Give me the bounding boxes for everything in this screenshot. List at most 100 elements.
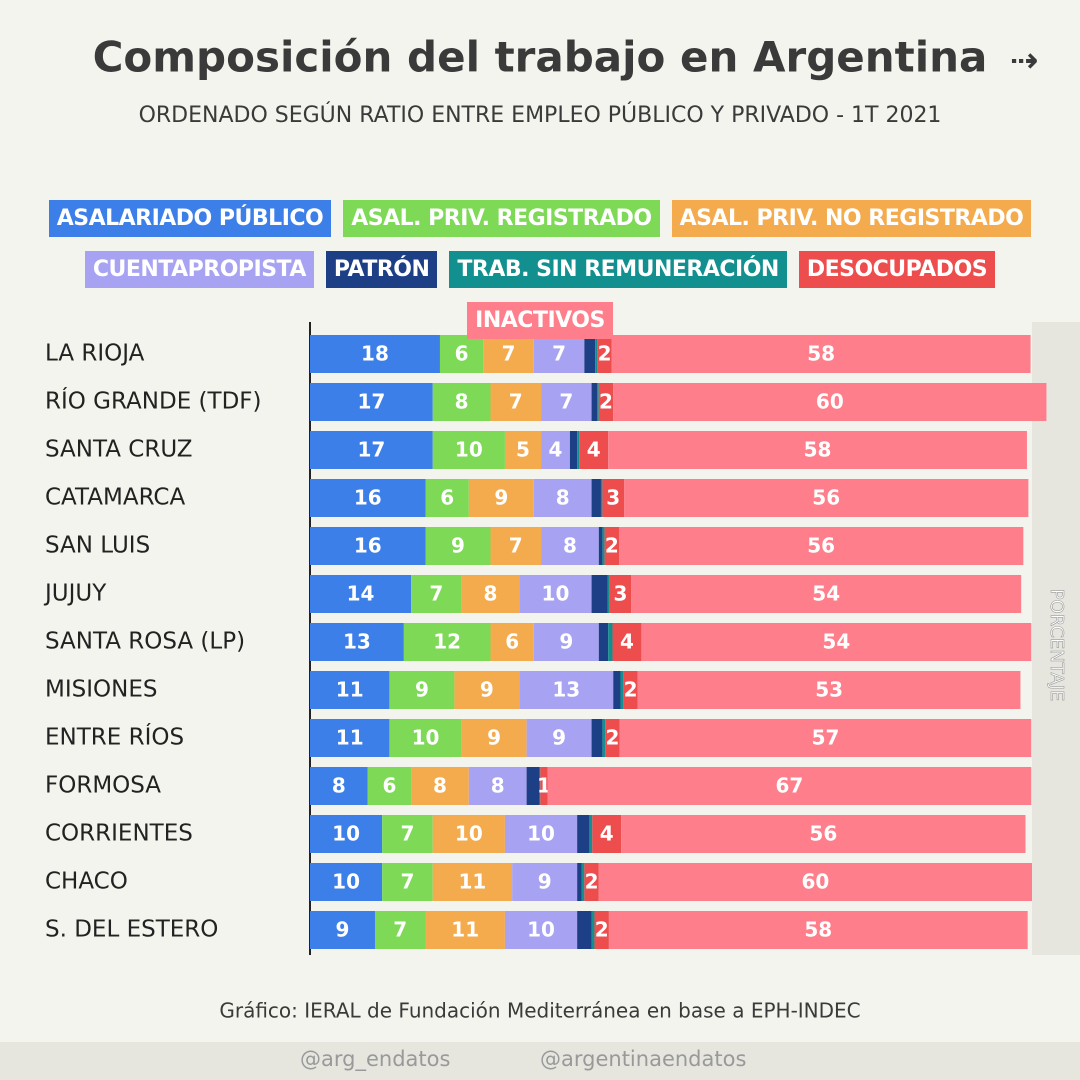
bar-segment [577, 815, 590, 853]
data-label: 2 [605, 534, 619, 558]
bar-segment [374, 911, 426, 949]
y-tick-label: SANTA ROSA (LP) [45, 629, 245, 655]
bar-segment [584, 335, 596, 373]
bar-segment [310, 767, 368, 805]
bar-segment [591, 383, 598, 421]
bar-segment [461, 719, 527, 757]
bar-segment [605, 719, 620, 757]
data-label: 10 [332, 870, 360, 894]
data-label: 2 [599, 390, 613, 414]
bar-segment [602, 719, 606, 757]
data-label: 3 [613, 582, 627, 606]
bar-segment [602, 527, 605, 565]
bar-segment [425, 479, 469, 517]
data-label: 8 [433, 774, 447, 798]
bar-segment [539, 767, 541, 805]
legend-entry: DESOCUPADOS [798, 251, 996, 288]
data-label: 2 [595, 918, 609, 942]
data-label: 6 [455, 342, 469, 366]
data-label: 8 [491, 774, 505, 798]
bar-segment [612, 623, 642, 661]
bar-segment [310, 383, 433, 421]
bar-segment [600, 479, 603, 517]
data-label: 10 [412, 726, 440, 750]
data-label: 8 [484, 582, 498, 606]
bar-segment [608, 431, 1027, 469]
bar-segment [468, 767, 527, 805]
bar-segment [310, 335, 440, 373]
bar-segment [504, 911, 578, 949]
bar-segment [608, 623, 613, 661]
data-label: 54 [822, 630, 850, 654]
bar-segment [389, 719, 462, 757]
legend-entry: ASAL. PRIV. NO REGISTRADO [671, 200, 1032, 237]
bar-segment [584, 863, 599, 901]
data-label: 7 [401, 822, 415, 846]
data-label: 7 [509, 390, 523, 414]
data-label: 9 [336, 918, 350, 942]
data-label: 54 [812, 582, 840, 606]
data-label: 57 [812, 726, 840, 750]
bar-segment [310, 431, 433, 469]
bar-segment [591, 479, 601, 517]
data-label: 16 [354, 534, 382, 558]
bar-segment [310, 863, 383, 901]
bar-segment [589, 815, 593, 853]
bar-segment [425, 911, 505, 949]
bar-segment [577, 911, 592, 949]
data-label: 67 [775, 774, 803, 798]
data-label: 11 [336, 726, 364, 750]
y-tick-label: S. DEL ESTERO [45, 917, 218, 943]
bar-segment [519, 671, 614, 709]
data-label: 10 [332, 822, 360, 846]
bar-segment [608, 911, 1028, 949]
bar-segment [609, 575, 632, 613]
bar-segment [637, 671, 1021, 709]
legend-entry: PATRÓN [325, 251, 438, 288]
data-label: 17 [357, 438, 385, 462]
bar-segment [411, 575, 462, 613]
data-label: 7 [429, 582, 443, 606]
footer-bar [0, 1042, 1080, 1080]
data-label: 10 [542, 582, 570, 606]
data-label: 2 [624, 678, 638, 702]
data-label: 1 [537, 774, 551, 798]
y-tick-label: CHACO [45, 869, 128, 895]
bar-segment [613, 671, 621, 709]
data-label: 11 [336, 678, 364, 702]
data-label: 18 [361, 342, 389, 366]
source: Gráfico: IERAL de Fundación Mediterránea… [219, 999, 860, 1023]
data-label: 16 [354, 486, 382, 510]
data-label: 9 [494, 486, 508, 510]
data-label: 12 [433, 630, 461, 654]
data-label: 9 [559, 630, 573, 654]
data-label: 7 [509, 534, 523, 558]
bar-segment [432, 815, 505, 853]
bar-segment [598, 623, 609, 661]
bar-segment [592, 815, 622, 853]
bar-segment [382, 815, 433, 853]
legend: ASALARIADO PÚBLICO ASAL. PRIV. REGISTRADO… [20, 200, 1060, 339]
data-label: 8 [455, 390, 469, 414]
bar-segment [310, 671, 390, 709]
bar-segment [631, 575, 1022, 613]
data-label: 10 [455, 822, 483, 846]
data-label: 56 [812, 486, 840, 510]
data-label: 5 [516, 438, 530, 462]
bar-segment [591, 575, 608, 613]
data-label: 58 [804, 918, 832, 942]
bar-segment [310, 815, 383, 853]
data-label: 8 [332, 774, 346, 798]
bar-segment [403, 623, 491, 661]
subtitle: ORDENADO SEGÚN RATIO ENTRE EMPLEO PÚBLIC… [139, 102, 942, 128]
data-label: 60 [801, 870, 829, 894]
data-label: 4 [620, 630, 634, 654]
bar-segment [547, 767, 1032, 805]
legend-entry: INACTIVOS [467, 302, 613, 339]
y-tick-label: LA RIOJA [45, 341, 145, 367]
data-label: 56 [809, 822, 837, 846]
y-tick-label: SANTA CRUZ [45, 437, 193, 463]
bar-segment [310, 527, 426, 565]
data-label: 4 [549, 438, 563, 462]
